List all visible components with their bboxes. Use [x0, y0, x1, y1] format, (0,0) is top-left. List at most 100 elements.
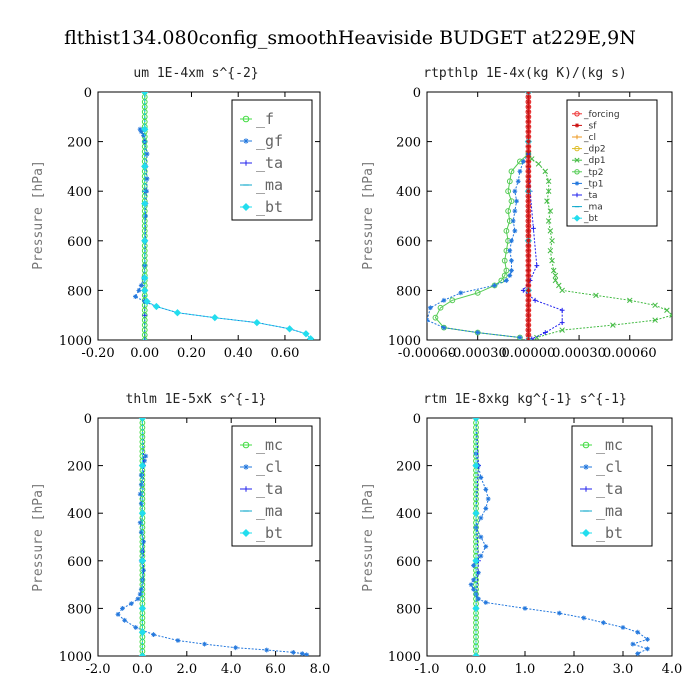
data-point — [427, 305, 433, 311]
data-point — [559, 327, 565, 333]
data-point — [517, 168, 523, 174]
plot-area — [427, 92, 672, 340]
data-point — [525, 327, 531, 333]
data-point — [138, 586, 144, 592]
legend-label: _ma — [583, 203, 603, 213]
data-point — [525, 168, 531, 174]
data-point — [478, 534, 484, 540]
data-point — [253, 319, 261, 327]
data-point — [525, 283, 531, 288]
series-bt — [138, 418, 147, 656]
y-tick-label: 800 — [396, 602, 421, 617]
legend: _mc _cl _ta _ma _bt — [571, 425, 653, 547]
data-point — [545, 178, 552, 185]
legend-label: _dp1 — [583, 156, 606, 166]
legend-label: _bt — [583, 214, 598, 224]
data-point — [664, 307, 670, 313]
data-point — [525, 317, 531, 323]
y-tick-label: 600 — [396, 555, 421, 570]
y-tick-label: 600 — [396, 235, 421, 250]
data-point — [133, 625, 139, 630]
series-bt — [141, 92, 315, 340]
y-axis-label: Pressure [hPa] — [31, 160, 46, 270]
plot-area — [468, 418, 650, 656]
panel-rtpthlp: rtpthlp 1E-4x(kg K)/(kg s) Pressure [hPa… — [361, 66, 673, 361]
legend-entry-ma: _ma — [572, 203, 603, 213]
legend-box — [231, 425, 313, 547]
data-point — [492, 283, 497, 288]
legend-box — [566, 99, 658, 227]
data-point — [525, 124, 531, 130]
data-point — [143, 453, 149, 459]
legend-entry-forcing: _forcing — [572, 110, 620, 120]
data-point — [501, 272, 508, 279]
data-point — [138, 418, 147, 422]
data-point — [478, 515, 484, 521]
data-point — [512, 228, 518, 234]
data-point — [525, 268, 531, 273]
data-point — [525, 159, 531, 164]
data-point — [556, 610, 562, 616]
legend-label: _cl — [256, 458, 283, 476]
data-point — [669, 312, 672, 318]
data-point — [138, 461, 147, 470]
x-tick-label: 0.00030 — [552, 346, 606, 361]
y-tick-label: 0 — [84, 412, 92, 427]
data-point — [441, 325, 447, 330]
legend-label: _ta — [256, 480, 283, 498]
legend-entry-sf: _sf — [572, 121, 597, 131]
x-tick-label: 8.0 — [310, 662, 331, 677]
data-point — [525, 213, 531, 219]
x-tick-label: 0.40 — [224, 346, 253, 361]
x-tick-label: -2.0 — [85, 662, 110, 677]
plot-frame — [426, 417, 673, 657]
x-tick-label: 0.00000 — [501, 346, 555, 361]
data-point — [525, 288, 531, 293]
data-point — [503, 227, 510, 234]
x-tick-label: 4.0 — [221, 662, 242, 677]
data-point — [141, 125, 149, 133]
data-point — [509, 258, 514, 264]
data-point — [525, 218, 531, 224]
data-point — [627, 297, 633, 304]
data-point — [264, 647, 270, 653]
legend-label: _tp2 — [583, 168, 603, 178]
data-point — [458, 290, 464, 296]
data-point — [525, 178, 531, 184]
legend-label: _tp1 — [583, 179, 603, 189]
data-point — [635, 651, 641, 656]
legend-entry-cl: _cl — [580, 458, 623, 476]
data-point — [545, 188, 552, 194]
data-point — [529, 156, 535, 162]
data-point — [449, 297, 456, 304]
panel-um: um 1E-4xm s^{-2} Pressure [hPa] -0.20 0.0… — [31, 66, 321, 361]
y-axis-label: Pressure [hPa] — [361, 482, 376, 592]
data-point — [515, 178, 521, 184]
data-point — [525, 144, 531, 149]
data-point — [574, 145, 580, 152]
y-tick-label: 0 — [413, 86, 421, 101]
data-point — [512, 208, 518, 214]
data-point — [525, 173, 531, 179]
data-point — [531, 226, 536, 231]
data-point — [472, 604, 480, 613]
data-point — [525, 273, 531, 278]
data-point — [152, 302, 161, 311]
data-point — [514, 198, 519, 204]
series-line — [144, 92, 312, 340]
data-point — [509, 238, 514, 244]
data-point — [525, 307, 531, 313]
data-point — [525, 154, 531, 159]
legend-entry-ta: _ta — [572, 191, 598, 201]
legend-entry-gf: _gf — [240, 132, 283, 150]
data-point — [483, 544, 489, 549]
data-point — [574, 181, 580, 186]
y-tick-label: 400 — [67, 185, 92, 200]
series-line — [141, 418, 145, 656]
data-point — [307, 335, 315, 340]
x-tick-label: 0.0 — [132, 662, 153, 677]
data-point — [144, 176, 150, 182]
data-point — [525, 248, 531, 254]
data-point — [574, 169, 580, 175]
y-tick-label: 800 — [67, 602, 92, 617]
